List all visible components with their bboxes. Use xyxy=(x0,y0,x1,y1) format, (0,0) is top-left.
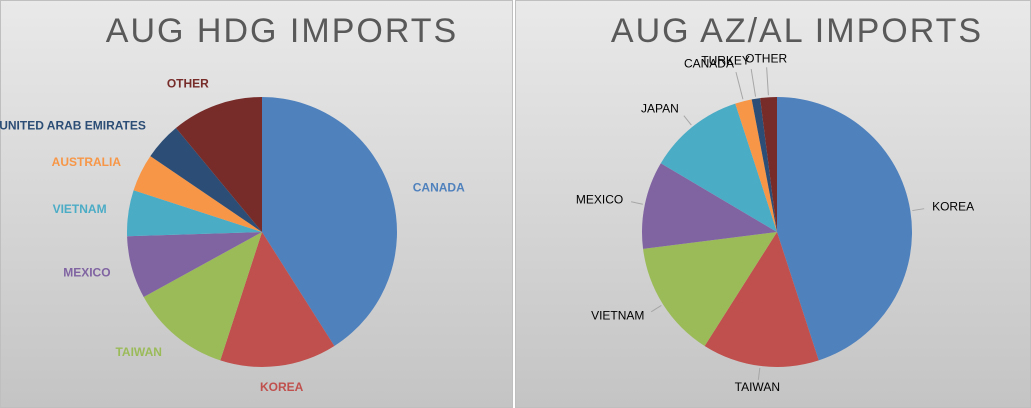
pie-slice xyxy=(220,232,335,368)
pie-slice xyxy=(777,97,912,361)
slice-label: CANADA xyxy=(413,180,465,194)
slice-label: KOREA xyxy=(932,200,974,214)
pie-slice xyxy=(143,232,262,361)
leader-line xyxy=(766,67,769,96)
pie-slice xyxy=(127,190,262,237)
pie-slice xyxy=(127,232,262,298)
slice-label: VIETNAM xyxy=(591,308,644,322)
pie-slice xyxy=(735,99,777,232)
chart-title: AUG AZ/AL IMPORTS xyxy=(611,12,983,50)
chart-panel: AUG HDG IMPORTS CANADA KOREA TAIWAN MEXICO VI… xyxy=(0,0,513,408)
leader-line xyxy=(650,304,662,313)
leader-line xyxy=(683,115,692,126)
leader-line xyxy=(750,68,757,97)
slice-label: JAPAN xyxy=(641,102,679,116)
slice-label: MEXICO xyxy=(63,266,110,280)
leader-line xyxy=(735,72,744,100)
slice-label: AUSTRALIA xyxy=(52,155,122,169)
slice-label: TAIWAN xyxy=(115,345,161,359)
slice-label: UNITED ARAB EMIRATES xyxy=(0,119,146,133)
slice-label: TAIWAN xyxy=(735,380,780,394)
pie-slice xyxy=(150,127,262,232)
slice-label: TURKEY xyxy=(701,53,750,67)
pie-slice xyxy=(660,103,777,233)
pie-slice xyxy=(262,97,398,346)
pie-slice xyxy=(760,97,777,232)
slice-label: VIETNAM xyxy=(53,202,107,216)
pie-slice xyxy=(704,232,819,367)
chart-title: AUG HDG IMPORTS xyxy=(106,12,458,50)
slice-label: OTHER xyxy=(745,52,787,66)
pie-slice xyxy=(642,163,777,249)
pie-slice xyxy=(751,98,777,232)
slice-label: OTHER xyxy=(167,76,209,90)
leader-line xyxy=(757,367,761,380)
leader-line xyxy=(630,201,643,205)
slice-label: KOREA xyxy=(260,380,304,394)
chart-panel: AUG AZ/AL IMPORTS KOREA TAIWAN VIETNAM MEXIC… xyxy=(515,0,1031,408)
slice-label: CANADA xyxy=(684,57,734,71)
pie-slice xyxy=(175,97,262,232)
pie-slice xyxy=(643,232,777,346)
pie-slice xyxy=(133,156,262,232)
slice-label: MEXICO xyxy=(576,192,623,206)
leader-line xyxy=(912,208,925,212)
